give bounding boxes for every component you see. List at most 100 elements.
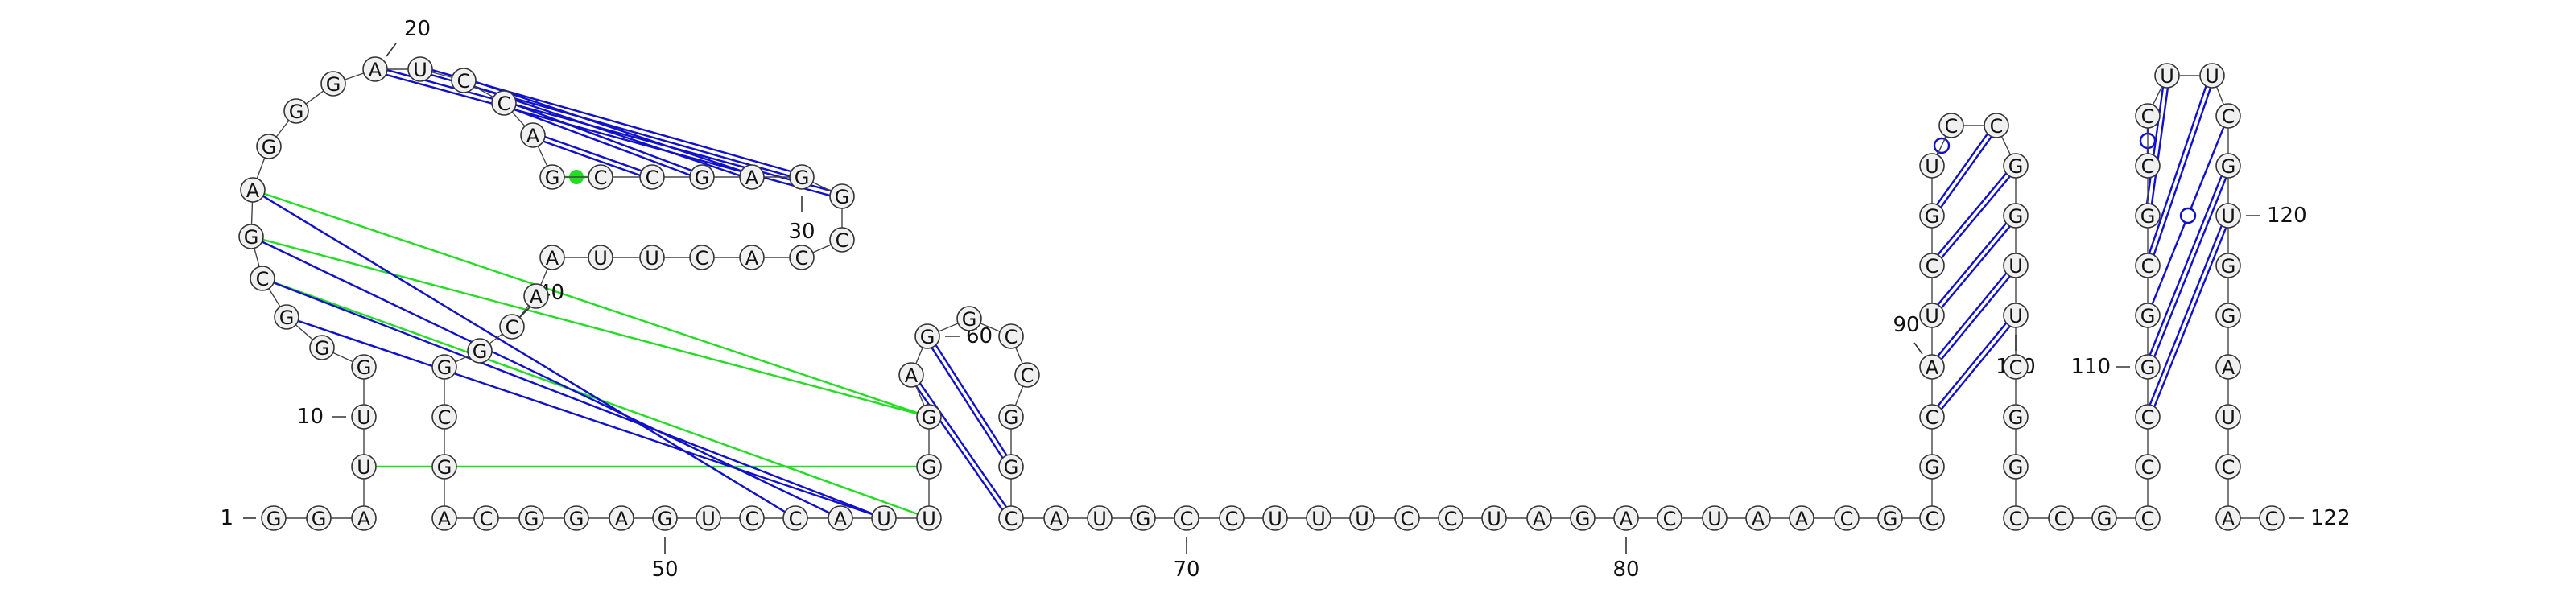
nucleotide: C (431, 404, 457, 430)
base-pair (2145, 87, 2169, 204)
svg-text:U: U (2221, 205, 2235, 228)
nucleotide: A (431, 505, 457, 531)
nucleotide: U (871, 505, 897, 531)
svg-text:C: C (2141, 456, 2155, 479)
svg-text:A: A (615, 508, 629, 530)
svg-text:G: G (2221, 155, 2236, 178)
svg-text:U: U (1487, 508, 1501, 530)
nucleotide: U (1919, 303, 1945, 328)
nucleotide: G (306, 505, 332, 531)
svg-text:C: C (2141, 255, 2155, 278)
position-number: 1 (220, 506, 233, 530)
position-number: 122 (2310, 506, 2351, 530)
svg-text:U: U (593, 247, 608, 270)
nucleotide: G (2215, 303, 2241, 328)
nucleotide: U (1349, 505, 1375, 531)
position-number: 70 (1173, 558, 1199, 582)
nucleotide: C (639, 164, 665, 190)
svg-text:U: U (1311, 508, 1326, 530)
nucleotide: C (473, 505, 499, 531)
nucleotide: A (351, 505, 377, 531)
base-pair (262, 277, 885, 520)
nucleotide: U (1087, 505, 1113, 531)
nucleotide: G (1919, 454, 1945, 480)
nucleotide: G (564, 505, 589, 531)
svg-text:U: U (645, 247, 659, 270)
svg-text:U: U (1707, 508, 1722, 530)
nucleotide: G (256, 134, 282, 159)
svg-text:C: C (457, 70, 471, 93)
svg-text:G: G (795, 167, 810, 189)
base-pair (250, 235, 930, 418)
svg-text:G: G (315, 337, 330, 360)
svg-text:U: U (2205, 65, 2219, 88)
nucleotide: A (1043, 505, 1069, 531)
base-pair (931, 344, 1008, 459)
svg-text:A: A (246, 179, 260, 202)
svg-text:C: C (2054, 508, 2068, 530)
nucleotide: G (431, 454, 457, 480)
svg-text:G: G (2140, 356, 2156, 379)
svg-text:C: C (1180, 508, 1194, 530)
nucleotide: C (789, 245, 815, 270)
svg-text:U: U (701, 508, 716, 530)
nucleotide: G (2003, 203, 2029, 229)
svg-text:A: A (2222, 508, 2235, 530)
nucleotide: C (2135, 103, 2161, 129)
nucleotide: C (2048, 505, 2074, 531)
svg-text:A: A (438, 508, 452, 530)
number-tick (519, 307, 530, 318)
svg-text:G: G (266, 508, 282, 530)
position-number: 10 (297, 405, 324, 429)
svg-text:A: A (745, 247, 759, 270)
nucleotide: C (998, 323, 1024, 349)
base-pair (1936, 133, 1992, 208)
nucleotide: G (2003, 404, 2029, 430)
nucleotide: A (362, 56, 388, 82)
nucleotide: C (2135, 153, 2161, 179)
svg-text:G: G (2221, 305, 2236, 327)
nucleotide: C (1919, 505, 1945, 531)
nucleotide: U (1702, 505, 1728, 531)
base-pair (252, 188, 930, 418)
nucleotide: C (1984, 113, 2009, 138)
nucleotide: A (539, 245, 565, 270)
svg-text:U: U (1268, 508, 1282, 530)
svg-text:C: C (1005, 508, 1018, 530)
nucleotide: C (491, 90, 517, 116)
nucleotide: G (431, 354, 457, 380)
nucleotide: U (2003, 253, 2029, 278)
nucleotide: C (2003, 354, 2029, 380)
nucleotide: G (2135, 303, 2161, 328)
nucleotide: U (2199, 63, 2225, 89)
nucleotide: C (1174, 505, 1199, 531)
nucleotide: U (1481, 505, 1507, 531)
svg-text:C: C (256, 268, 270, 290)
svg-text:U: U (2008, 305, 2023, 327)
svg-text:C: C (1926, 406, 1939, 429)
nucleotide: G (2003, 454, 2029, 480)
svg-text:C: C (2141, 105, 2155, 128)
svg-text:A: A (745, 167, 759, 189)
nucleotide: G (1570, 505, 1596, 531)
nucleotide: A (739, 164, 765, 190)
nucleotide: G (320, 71, 346, 97)
nucleotide: A (2215, 505, 2241, 531)
nucleotide: C (1657, 505, 1682, 531)
svg-text:C: C (1990, 115, 2004, 138)
svg-text:C: C (438, 406, 452, 429)
nucleotide: G (261, 505, 287, 531)
svg-text:C: C (1840, 508, 1854, 530)
nucleotide: U (351, 404, 377, 430)
svg-text:A: A (1752, 508, 1765, 530)
svg-text:G: G (1136, 508, 1151, 530)
svg-text:G: G (922, 456, 937, 479)
nucleotide: G (1877, 505, 1903, 531)
base-pair (1937, 322, 2011, 410)
svg-text:G: G (473, 340, 488, 363)
svg-text:C: C (2265, 508, 2279, 530)
nucleotide: C (1438, 505, 1463, 531)
svg-text:C: C (1401, 508, 1414, 530)
